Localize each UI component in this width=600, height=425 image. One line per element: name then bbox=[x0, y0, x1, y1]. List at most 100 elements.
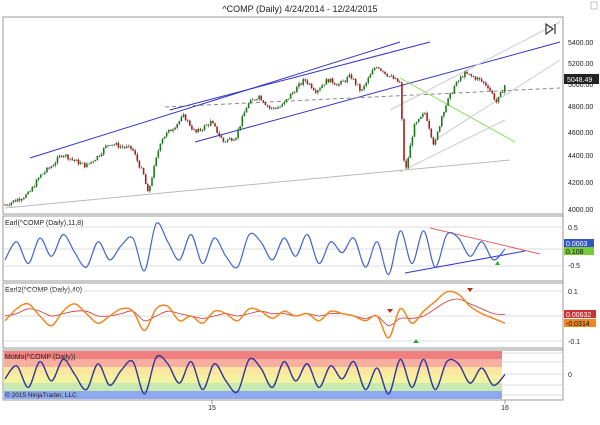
candle-body bbox=[16, 199, 19, 202]
candle-body bbox=[239, 125, 241, 130]
candle-body bbox=[333, 83, 336, 85]
x-axis: 15 16 bbox=[208, 400, 509, 412]
candle-body bbox=[140, 167, 143, 169]
candle-body bbox=[342, 80, 344, 82]
candle-body bbox=[430, 128, 433, 138]
candle-body bbox=[199, 128, 202, 131]
candle-body bbox=[222, 137, 225, 142]
candle-body bbox=[483, 81, 485, 83]
copyright-label: © 2015 NinjaTrader, LLC bbox=[5, 391, 77, 399]
candle-body bbox=[109, 145, 111, 146]
price-tick-label: 5000.00 bbox=[568, 82, 593, 89]
candle-body bbox=[449, 93, 451, 99]
candle-body bbox=[327, 79, 330, 83]
candle-body bbox=[237, 129, 239, 138]
lower-channel-line bbox=[194, 41, 561, 143]
candle-body bbox=[493, 93, 496, 100]
earl2-tick-label: 0.1 bbox=[568, 289, 578, 296]
candle-body bbox=[504, 85, 506, 93]
candle-body bbox=[86, 163, 88, 168]
earl-value-label-1: 0.0003 bbox=[566, 241, 588, 248]
momo-panel-label: MoMo(^COMP (Daily)) bbox=[5, 354, 75, 361]
candle-body bbox=[81, 162, 84, 164]
candle-body bbox=[329, 78, 332, 83]
candle-body bbox=[216, 126, 218, 133]
candle-body bbox=[457, 80, 460, 82]
candle-body bbox=[394, 78, 397, 80]
candle-body bbox=[413, 123, 416, 137]
candle-body bbox=[241, 116, 244, 126]
candle-body bbox=[142, 167, 145, 175]
price-tick-label: 4600.00 bbox=[568, 130, 593, 137]
candle-body bbox=[476, 77, 479, 80]
earl2-y-axis: 0.1 -0.1 bbox=[568, 289, 580, 346]
candle-body bbox=[182, 114, 185, 117]
price-tick-label: 5200.00 bbox=[568, 61, 593, 68]
candle-body bbox=[58, 155, 61, 158]
candle-body bbox=[102, 148, 105, 155]
candle-body bbox=[195, 129, 197, 133]
candle-body bbox=[184, 114, 187, 121]
candle-body bbox=[424, 113, 426, 114]
price-y-axis: 5400.00 5200.00 5000.00 4800.00 4600.00 … bbox=[568, 40, 593, 214]
candle-body bbox=[453, 86, 456, 94]
last-price-badge bbox=[564, 74, 599, 84]
candle-body bbox=[69, 158, 71, 160]
candle-body bbox=[56, 157, 59, 163]
candle-body bbox=[462, 76, 464, 78]
candle-body bbox=[279, 106, 281, 108]
candle-body bbox=[42, 173, 44, 175]
candle-body bbox=[67, 154, 69, 160]
candle-body bbox=[37, 177, 40, 180]
candle-body bbox=[380, 68, 382, 71]
candle-body bbox=[375, 67, 378, 69]
candle-body bbox=[63, 155, 65, 157]
candle-body bbox=[308, 83, 311, 85]
candle-body bbox=[386, 74, 388, 77]
candle-body bbox=[50, 166, 52, 169]
gray-channel-lower bbox=[434, 59, 561, 141]
candle-body bbox=[155, 157, 157, 166]
candle-body bbox=[243, 112, 246, 117]
candle-body bbox=[436, 131, 439, 140]
candle-body bbox=[111, 144, 113, 146]
candle-body bbox=[29, 191, 31, 193]
earl-upper-triangle-line bbox=[429, 227, 541, 255]
candle-body bbox=[354, 78, 357, 85]
play-forward-icon[interactable] bbox=[545, 22, 556, 36]
candle-body bbox=[472, 75, 475, 77]
candle-body bbox=[359, 84, 361, 91]
candle-body bbox=[73, 159, 76, 161]
candle-body bbox=[304, 79, 307, 81]
candle-body bbox=[178, 121, 181, 124]
candle-body bbox=[8, 204, 10, 206]
candle-body bbox=[6, 204, 8, 206]
earl-lower-triangle-line bbox=[404, 250, 526, 274]
candle-body bbox=[84, 162, 86, 168]
candle-body bbox=[495, 99, 498, 103]
candle-body bbox=[352, 78, 355, 80]
earl-value-badge-1 bbox=[564, 239, 594, 247]
candle-body bbox=[434, 139, 437, 145]
candle-body bbox=[256, 99, 258, 100]
panel-option-icon[interactable] bbox=[590, 1, 598, 10]
candle-body bbox=[193, 129, 195, 131]
candle-body bbox=[382, 70, 384, 72]
candle-body bbox=[48, 167, 50, 169]
candle-body bbox=[224, 141, 227, 143]
candle-body bbox=[149, 185, 151, 192]
candle-body bbox=[233, 139, 235, 141]
candle-body bbox=[405, 160, 407, 168]
momo-bands bbox=[4, 351, 502, 399]
candle-body bbox=[262, 100, 265, 103]
candle-body bbox=[489, 88, 491, 91]
candle-body bbox=[113, 144, 115, 146]
earl2-slow-line bbox=[4, 298, 506, 327]
candle-body bbox=[153, 165, 155, 178]
candle-body bbox=[287, 98, 290, 100]
candle-body bbox=[260, 95, 262, 101]
gray-channel-upper bbox=[389, 21, 561, 111]
candle-body bbox=[90, 161, 92, 164]
candle-body bbox=[294, 92, 296, 94]
candle-body bbox=[432, 137, 435, 145]
